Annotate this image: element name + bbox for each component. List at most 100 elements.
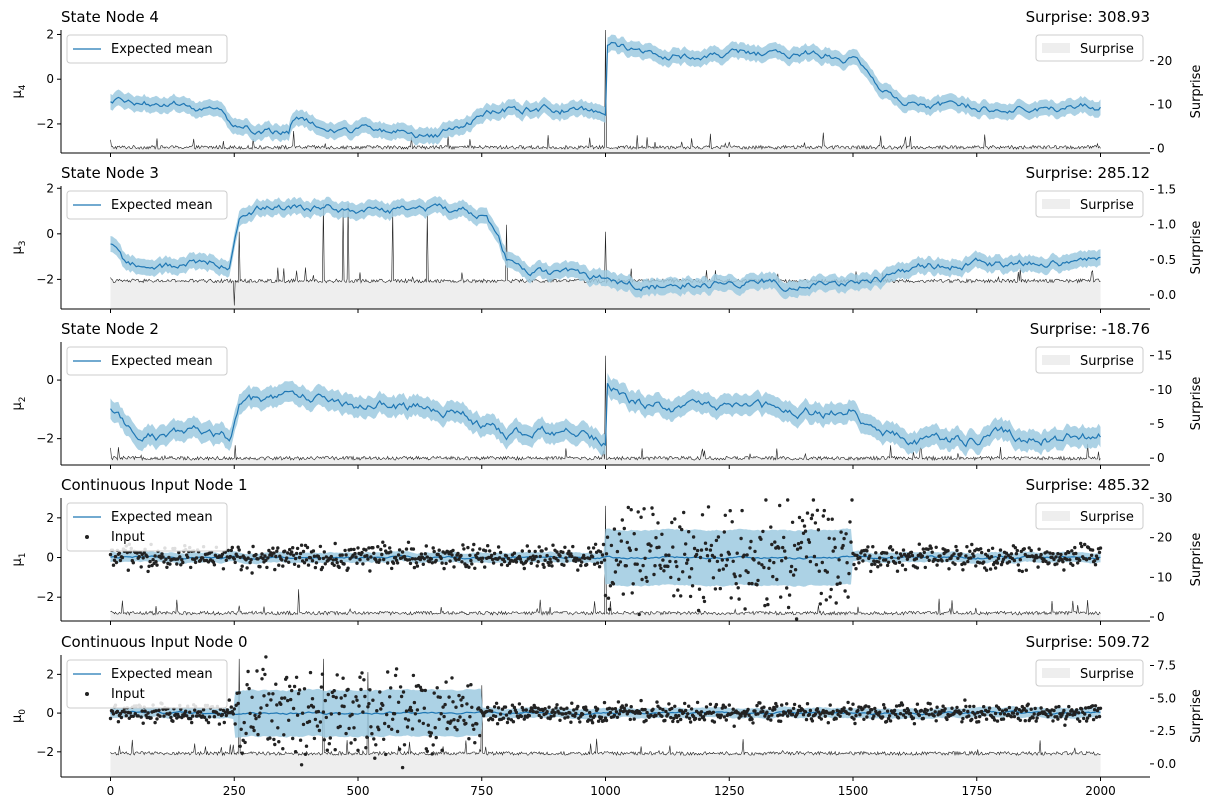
input-point <box>1047 561 1051 565</box>
input-point <box>613 570 618 574</box>
input-point <box>404 547 409 551</box>
input-point <box>708 548 713 552</box>
input-point <box>553 711 557 715</box>
input-point <box>286 698 290 703</box>
input-point <box>366 557 370 561</box>
input-point <box>1080 707 1084 711</box>
input-point <box>372 737 376 741</box>
input-point <box>190 720 194 725</box>
input-point <box>877 560 881 564</box>
input-point <box>444 680 448 684</box>
input-point <box>610 707 615 711</box>
input-point <box>475 722 479 726</box>
input-point <box>699 548 704 552</box>
input-point <box>846 700 850 705</box>
input-point <box>666 564 670 569</box>
input-point <box>486 705 490 710</box>
input-point <box>901 548 906 552</box>
input-point <box>137 555 141 559</box>
input-point <box>689 707 694 711</box>
input-point <box>655 700 659 704</box>
input-point <box>963 562 967 566</box>
input-point <box>297 688 302 692</box>
input-point <box>407 558 412 562</box>
input-point <box>147 564 151 568</box>
input-point <box>879 563 883 567</box>
input-point <box>115 709 120 714</box>
input-point <box>425 749 429 753</box>
input-point <box>583 556 587 560</box>
input-point <box>946 549 950 553</box>
input-point <box>972 704 976 709</box>
input-point <box>332 563 336 567</box>
input-point <box>318 720 323 724</box>
surprise-total: Surprise: 285.12 <box>1026 164 1150 182</box>
input-point <box>585 562 589 567</box>
input-point <box>1029 548 1033 553</box>
input-points <box>108 498 1103 621</box>
input-point <box>659 566 663 570</box>
input-point <box>980 550 984 555</box>
input-point <box>597 565 602 569</box>
input-point <box>332 689 336 693</box>
input-point <box>120 555 125 560</box>
input-point <box>827 536 831 540</box>
input-point <box>849 540 853 544</box>
input-point <box>536 560 540 564</box>
input-point <box>677 714 681 718</box>
input-point <box>677 577 681 581</box>
input-point <box>688 594 693 599</box>
input-point <box>312 736 317 741</box>
input-point <box>414 561 419 565</box>
input-point <box>492 551 497 556</box>
y2-tick-label: 7.5 <box>1157 658 1176 672</box>
legend-entry: Expected mean <box>111 510 213 525</box>
input-point <box>313 565 318 570</box>
input-point <box>320 565 325 570</box>
input-point <box>898 712 903 716</box>
input-point <box>581 712 585 716</box>
input-point <box>151 558 155 562</box>
input-point <box>595 561 600 565</box>
y-tick-label: 0 <box>46 72 54 86</box>
input-point <box>277 740 281 744</box>
input-point <box>555 550 559 554</box>
input-point <box>1014 552 1019 556</box>
input-point <box>366 705 370 709</box>
input-point <box>364 746 368 750</box>
input-point <box>785 586 789 590</box>
input-point <box>306 705 311 709</box>
input-point <box>1057 704 1061 709</box>
y-tick-label: −2 <box>36 745 54 759</box>
input-point <box>619 539 623 543</box>
input-point <box>472 542 476 547</box>
input-point <box>1091 717 1096 722</box>
input-point <box>301 722 306 727</box>
input-point <box>887 714 892 718</box>
input-point <box>454 705 458 709</box>
input-point <box>272 737 276 742</box>
input-point <box>588 714 593 718</box>
input-point <box>204 718 209 722</box>
input-point <box>822 508 826 513</box>
y-label-base: μ <box>10 246 25 254</box>
input-point <box>622 526 626 531</box>
input-point <box>755 703 759 708</box>
input-point <box>996 556 1001 561</box>
input-point <box>254 716 258 721</box>
input-point <box>571 544 575 549</box>
input-point <box>987 706 992 710</box>
input-point <box>329 712 333 716</box>
input-point <box>231 712 235 716</box>
input-point <box>381 703 385 707</box>
input-point <box>878 556 882 560</box>
input-point <box>1018 718 1022 722</box>
input-point <box>707 559 712 563</box>
input-point <box>995 561 1000 565</box>
input-point <box>422 706 426 710</box>
input-point <box>670 520 674 525</box>
panel-2: −2 0 0 5 10 15 State Node 2 Surprise: -18.76 μ2 S… <box>10 320 1204 469</box>
input-point <box>244 731 248 736</box>
input-point <box>486 544 490 548</box>
y2-tick-label: 10 <box>1157 570 1172 584</box>
